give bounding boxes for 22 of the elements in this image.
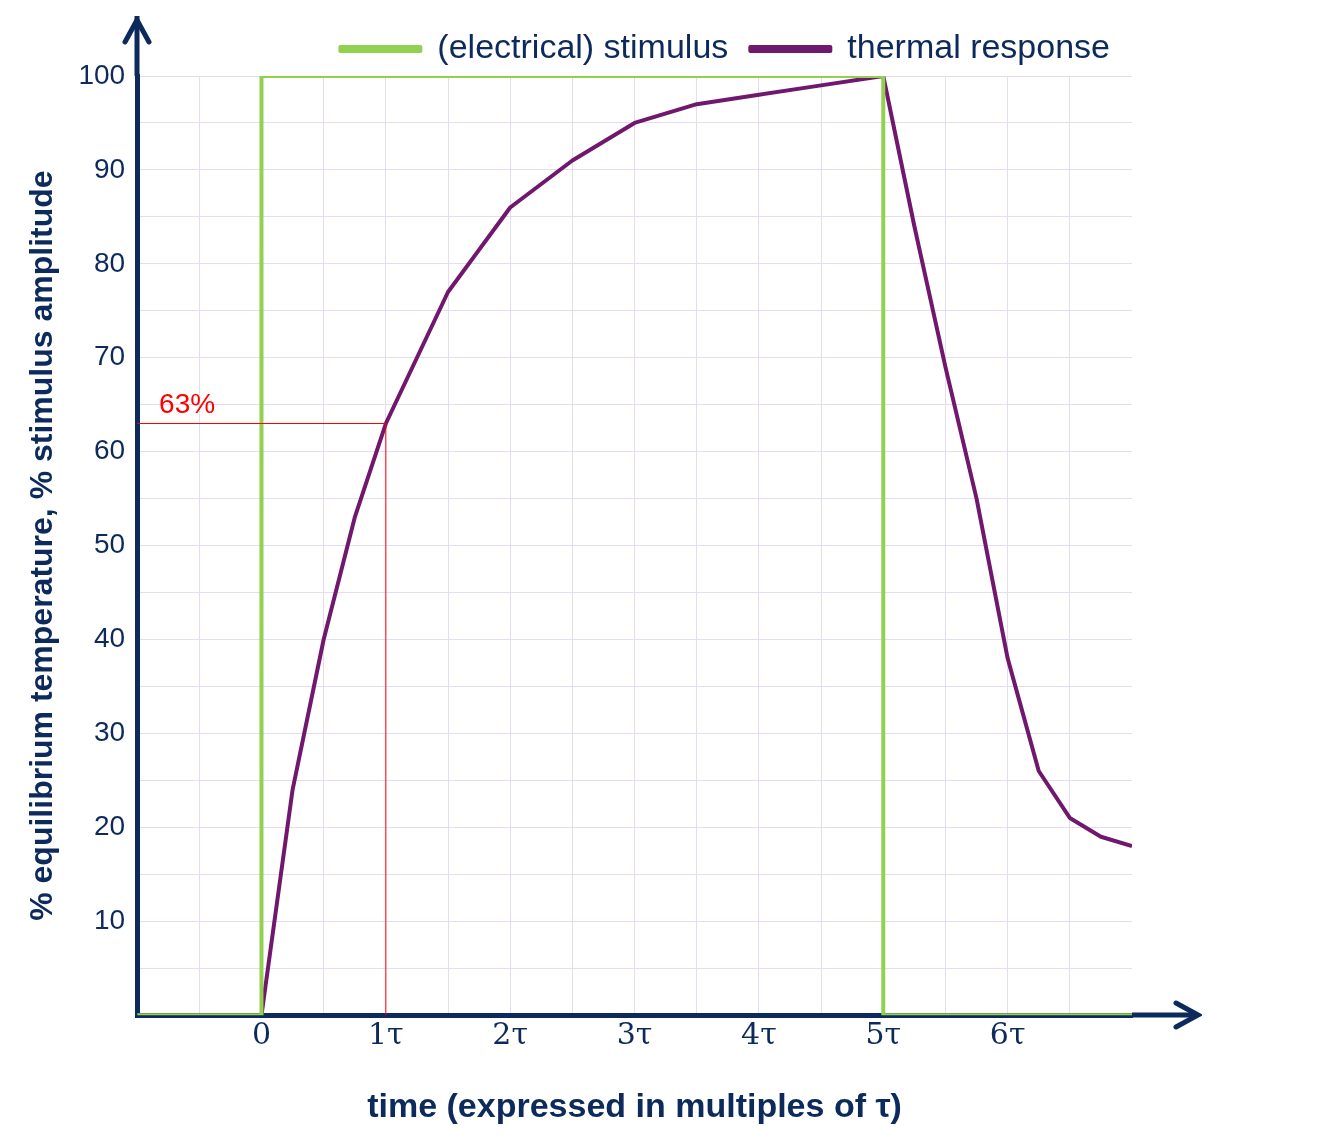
y-tick-label: 80 [93, 246, 126, 278]
y-tick-label: 50 [93, 528, 126, 560]
x-tick-label: 6τ [989, 1016, 1026, 1051]
x-axis-title: time (expressed in multiples of τ) [367, 1085, 902, 1124]
y-axis-title: % equilibrium temperature, % stimulus amplitude [23, 170, 60, 921]
y-tick-label: 20 [93, 810, 126, 842]
y-tick-label: 30 [93, 716, 126, 748]
y-tick-label: 90 [93, 152, 126, 184]
legend-label: (electrical) stimulus [437, 27, 729, 66]
y-tick-label: 100 [78, 58, 126, 90]
y-tick-label: 70 [93, 340, 126, 372]
x-tick-label: 0 [251, 1016, 272, 1051]
x-tick-label: 1τ [367, 1016, 404, 1051]
x-tick-label: 2τ [492, 1016, 529, 1051]
x-tick-label: 4τ [741, 1016, 777, 1051]
y-tick-label: 40 [93, 622, 126, 654]
y-tick-label: 60 [93, 434, 126, 466]
x-tick-label: 5τ [865, 1016, 902, 1051]
legend-label: thermal response [847, 27, 1110, 66]
y-tick-label: 10 [93, 904, 126, 935]
x-tick-label: 3τ [616, 1016, 653, 1051]
ref-line-label: 63% [159, 388, 216, 420]
